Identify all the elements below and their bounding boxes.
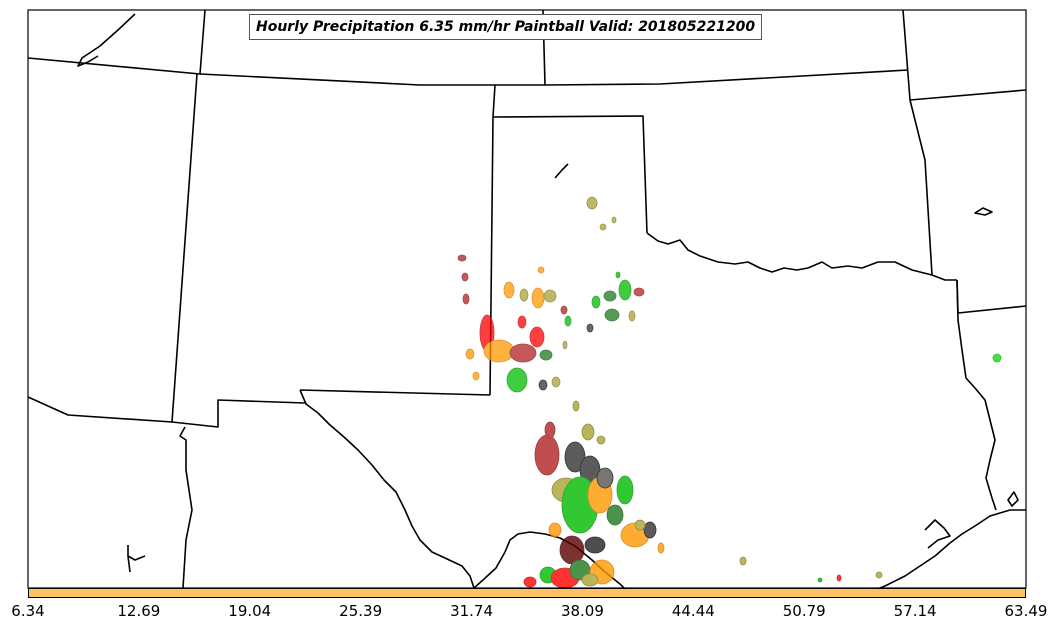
cell-dark-gray (643, 521, 657, 539)
cell-green (564, 315, 572, 327)
cell-dark-red (560, 305, 568, 315)
cell-red (517, 315, 527, 329)
cell-orange (657, 542, 665, 554)
colorbar-tick-label: 57.14 (893, 602, 937, 620)
state-border-oklahoma-texas-red-river (646, 232, 957, 281)
colorbar-tick-label: 38.09 (560, 602, 604, 620)
cells-new-mexico-east (457, 254, 594, 393)
cell-olive (581, 573, 599, 587)
map-title: Hourly Precipitation 6.35 mm/hr Paintbal… (249, 14, 763, 40)
cell-olive (599, 223, 607, 231)
cell-dark-red (633, 287, 645, 297)
cell-dark-red (509, 343, 537, 363)
cell-olive (628, 310, 636, 322)
cell-dark-green (604, 308, 620, 322)
gulf-coast (877, 509, 1026, 588)
cell-red (523, 576, 537, 588)
lake-shore-small (127, 545, 146, 561)
lake-shore-small-2 (127, 555, 131, 573)
cell-olive (875, 571, 883, 579)
colorbar-tick-label: 12.69 (117, 602, 161, 620)
cell-orange (465, 348, 475, 360)
cell-olive (551, 376, 561, 388)
colorbar-tick-label: 19.04 (228, 602, 272, 620)
cell-olive (581, 423, 595, 441)
cell-orange (483, 339, 515, 363)
cells-texas-south (523, 400, 883, 588)
cell-olive (611, 216, 617, 224)
cell-olive (634, 519, 646, 531)
cell-orange (472, 371, 480, 381)
colorbar-tick-label: 31.74 (450, 602, 494, 620)
cell-green (591, 295, 601, 309)
cell-olive (572, 400, 580, 412)
cell-green (615, 271, 621, 279)
cell-dark-red (457, 254, 467, 262)
colorbar-tick-label: 50.79 (782, 602, 826, 620)
cell-dark-red (461, 272, 469, 282)
state-border-arkansas-louisiana (956, 279, 1026, 314)
state-border-colorado-kansas (199, 69, 909, 86)
cell-dark-gray (596, 467, 614, 489)
cell-green (616, 475, 634, 505)
state-border-oklahoma-panhandle (492, 115, 648, 234)
cell-green (817, 577, 823, 583)
colorbar-tick-label: 25.39 (339, 602, 383, 620)
cell-olive (596, 435, 606, 445)
colorbar-tick-label: 44.44 (671, 602, 715, 620)
cell-dark-gray (586, 323, 594, 333)
state-border-missouri (902, 10, 1026, 101)
cell-dark-gray (584, 536, 606, 554)
lake-east (1007, 491, 1019, 507)
cell-dark-gray (564, 441, 586, 473)
cell-dark-red (544, 421, 556, 439)
cell-olive (519, 288, 529, 302)
cell-olive (586, 196, 598, 210)
state-border-texas (299, 389, 491, 588)
cell-olive (543, 289, 557, 303)
cell-green (506, 367, 528, 393)
cell-orange (548, 522, 562, 538)
colorbar-tick-label: 6.34 (11, 602, 45, 620)
gulf-coast-detail (924, 519, 951, 549)
lake-oklahoma-panhandle (554, 163, 569, 179)
cell-olive (739, 556, 747, 566)
cell-dark-green (606, 504, 624, 526)
lake-northeast (974, 207, 993, 216)
cell-dark-green (539, 349, 553, 361)
cells-oklahoma-panhandle (586, 196, 1002, 363)
lake-shore-north (77, 13, 136, 67)
texas-louisiana-border (956, 279, 997, 511)
state-border-arizona-mexico (179, 426, 193, 588)
cell-dark-green (603, 290, 617, 302)
cell-dark-red (462, 293, 470, 305)
cell-orange (503, 281, 515, 299)
cell-red (529, 326, 545, 348)
colorbar (28, 588, 1026, 598)
cell-dark-gray (538, 379, 548, 391)
cell-red (836, 574, 842, 582)
cell-green (618, 279, 632, 301)
cell-orange (537, 266, 545, 274)
cell-dark-red (534, 434, 560, 476)
cell-green (992, 353, 1002, 363)
cell-olive (562, 340, 568, 350)
state-border-arizona-new-mexico (171, 73, 198, 423)
state-border-arkansas (909, 99, 933, 276)
cell-orange (531, 287, 545, 309)
state-border-utah-colorado (28, 10, 206, 75)
precipitation-cells (457, 196, 1002, 588)
state-border-arizona-south (28, 396, 306, 428)
colorbar-tick-label: 63.49 (1004, 602, 1048, 620)
